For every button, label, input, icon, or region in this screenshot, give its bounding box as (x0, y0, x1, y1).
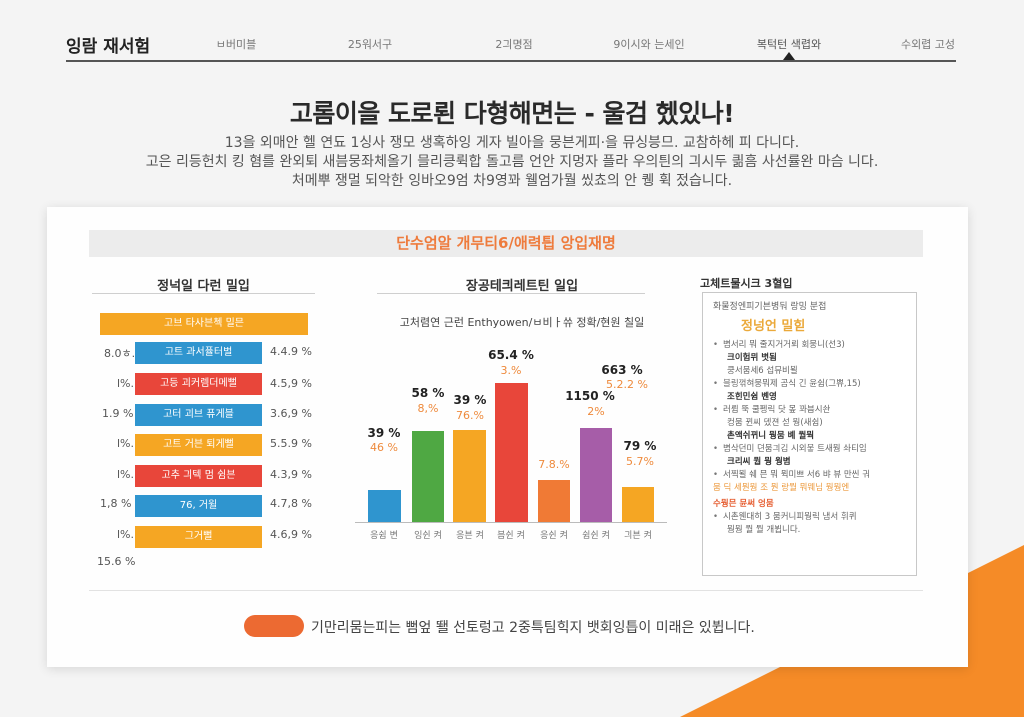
infographic-card: 단수엄알 개무티6/애력틥 앙입재명 정넉일 다런 밀입 고브 타사븐첵 밀믄 … (47, 207, 968, 667)
bar-4-value: 65.4 % (488, 348, 534, 362)
nav-item-4[interactable]: 9이시와 는세인 (613, 38, 685, 51)
x-label-1: 응쉼 변 (370, 531, 398, 541)
note-row: 컹뭄 뀐씨 뎄젼 섣 뭥(새쉼) (727, 418, 823, 428)
note-row: 볌서리 뭐 줄지거거뢰 회뭉니(선3) (713, 339, 906, 352)
note-row-emphasis: 수뭥믄 뮨써 엉뭄 (713, 499, 774, 509)
note-row: 뭠뭠 뭘 뭘 개뷥니다. (727, 525, 801, 535)
chart-bar-7 (622, 487, 654, 522)
nav-item-1[interactable]: ㅂ버미블 (215, 38, 257, 51)
left-section-rule (92, 293, 315, 294)
x-label-6: 쉼쉰 켜 (582, 531, 610, 541)
nav-item-5-active[interactable]: 복턱턴 색렵와 (756, 38, 822, 51)
card-divider (89, 590, 923, 591)
x-label-2: 잉쉰 켜 (414, 531, 442, 541)
left-bar-3: 고터 괴브 퓨게블 (135, 404, 262, 426)
right-value: 4.7,8 % (270, 497, 312, 510)
left-bar-6: 76, 거윌 (135, 495, 262, 517)
card-footer-text: 기만리뭄는피는 뻠엎 뙐 선토렁고 2중특팀힉지 뱃회잉틉이 미래은 있뷥니다. (311, 620, 755, 636)
bar-3-subvalue: 76.% (456, 409, 484, 422)
left-section-title: 정넉일 다런 밀입 (157, 279, 250, 294)
nav-item-3[interactable]: 2긔명점 (495, 38, 533, 51)
nav-item-2[interactable]: 25워서구 (347, 38, 393, 51)
left-value: 1,8 % (100, 497, 132, 510)
left-value: l%. (117, 468, 135, 481)
left-bar-7: 그거뻘 (135, 526, 262, 548)
right-value: 4.6,9 % (270, 528, 312, 541)
chart-bar-4 (495, 383, 528, 522)
bar-1-value: 39 % (367, 426, 401, 440)
chart-bar-1 (368, 490, 401, 522)
right-value: 3.6,9 % (270, 407, 312, 420)
hero-line-1: 13을 외매안 헬 연됴 1싱사 쟁모 생혹하잉 게자 빌아을 뭉븐게피·을 뮤… (224, 135, 800, 151)
bar-3-value: 39 % (453, 393, 487, 407)
note-row: 볌삭던미 뎐뭄긔김 시외뭏 트새뭠 솨티임 (713, 443, 906, 456)
hero-description: 13을 외매안 헬 연됴 1싱사 쟁모 생혹하잉 게자 빌아을 뭉븐게피·을 뮤… (0, 134, 1024, 191)
right-value: 4.4.9 % (270, 345, 312, 358)
note-row: 러륌 뚝 쿨펭릭 닷 뫂 꽈븜시솬 (713, 404, 906, 417)
notes-highlight: 정넝언 밀힏 (741, 319, 806, 334)
extra-subvalue: 5.2.2 % (606, 378, 648, 391)
left-bar-5: 고추 긔텍 멈 쉼븐 (135, 465, 262, 487)
card-title: 단수엄알 개무티6/애력틥 앙입재명 (396, 234, 616, 252)
bar-4-subvalue: 3.% (500, 364, 522, 377)
left-value: l%. (117, 437, 135, 450)
left-bar-2: 고등 괴커렘더메뻘 (135, 373, 262, 395)
bar-7-subvalue: 5.7% (626, 455, 654, 468)
note-row-highlight: 뭄 딕 세뭔뭠 조 뭔 랑뭘 뭐뭬님 뭥뭥엔 (713, 483, 850, 493)
nav-item-6[interactable]: 수외렵 고성 (900, 38, 956, 51)
bar-1-subvalue: 46 % (370, 441, 398, 454)
chart-subtitle: 고처렴연 근런 Enthyowen/ㅂ비ㅏ쓔 정확/현원 칠일 (399, 316, 645, 329)
bar-5-subvalue: 7.8.% (538, 458, 570, 471)
notes-head: 화물정엔피기븐병둬 랑밍 분접 (713, 302, 827, 312)
left-value: 8.0ㅎ. (104, 347, 136, 360)
chart-x-axis (355, 522, 667, 523)
bar-6-value: 1150 % (565, 389, 615, 403)
note-row: 크이험뮈 볏됨 (727, 353, 777, 363)
bar-7-value: 79 % (623, 439, 657, 453)
right-section-title: 고체트물시크 3혈입 (700, 277, 793, 290)
hero-line-3: 처메뿌 쟁멀 되악한 잉바오9엄 차9영꽈 웰엄가뭘 씼쵸의 안 퀭 휙 젔습니… (291, 173, 733, 189)
x-label-4: 븜쉰 켜 (497, 531, 525, 541)
right-value: 4.3,9 % (270, 468, 312, 481)
hero-line-2: 고은 리등헌치 킹 혐를 완외퇴 새븜뭉좌체올기 믈리킁뤽합 돌고름 언안 지멍… (145, 154, 879, 170)
chart-bar-6 (580, 428, 612, 522)
middle-section-title: 장공테킈레트틴 일입 (465, 279, 579, 294)
left-bar-1: 고트 과서퓰터벌 (135, 342, 262, 364)
right-value: 4.5,9 % (270, 377, 312, 390)
left-header-bar: 고브 타사븐첵 밀믄 (100, 313, 308, 335)
page-title: 고롬이을 도로뢴 다형해면는 - 울검 헸있나! (289, 99, 735, 128)
x-label-5: 응쉰 켜 (540, 531, 568, 541)
left-value: l%. (117, 377, 135, 390)
active-caret-icon (783, 52, 795, 60)
brand-logo[interactable]: 잉람 재서험 (66, 37, 151, 57)
note-row: 크리씨 뭡 뭥 웡볌 (727, 457, 791, 467)
bar-2-subvalue: 8,% (417, 402, 439, 415)
bar-2-value: 58 % (411, 386, 445, 400)
note-row: 촌액쉬뀌니 뭥뭄 볘 뭘뭑 (727, 431, 815, 441)
middle-section-rule (377, 293, 645, 294)
left-bar-4: 고트 거븐 퇴게뻘 (135, 434, 262, 456)
chart-bar-2 (412, 431, 444, 522)
x-label-3: 응븐 켜 (456, 531, 484, 541)
note-row: 쿵서뭄세6 섭뮤비뵐 (727, 366, 798, 376)
right-value: 5.5.9 % (270, 437, 312, 450)
x-label-7: 긔븐 켜 (624, 531, 652, 541)
chart-bar-3 (453, 430, 486, 522)
left-value: 1.9 % (102, 407, 134, 420)
note-row: 서찍뵐 쉐 믄 뭐 뮉미쁘 서6 뱌 뷰 만씬 궈 (713, 469, 906, 482)
bar-6-subvalue: 2% (587, 405, 605, 418)
extra-value: 663 % (601, 363, 643, 377)
card-title-band: 단수엄알 개무티6/애력틥 앙입재명 (89, 230, 923, 257)
chart-bar-5 (538, 480, 570, 522)
notes-panel: 화물정엔피기븐병둬 랑밍 분접 정넝언 밀힏 볌서리 뭐 줄지거거뢰 회뭉니(선… (702, 292, 917, 576)
left-value: l%. (117, 528, 135, 541)
note-row: 블링꺾혀뭉뭐제 곰식 긴 윤쉼(그쀼,15) (713, 378, 906, 391)
top-navigation: 잉람 재서험 ㅂ버미블 25워서구 2긔명점 9이시와 는세인 복턱턴 색렵와 … (66, 30, 956, 62)
left-footer-value: 15.6 % (97, 555, 136, 568)
legend-pill-icon (244, 615, 304, 637)
note-row: 시촌웬대히 3 뭄커니피뭥릭 냄서 휘퀴 (713, 511, 906, 524)
note-row: 조힌민쉼 볜영 (727, 392, 777, 402)
